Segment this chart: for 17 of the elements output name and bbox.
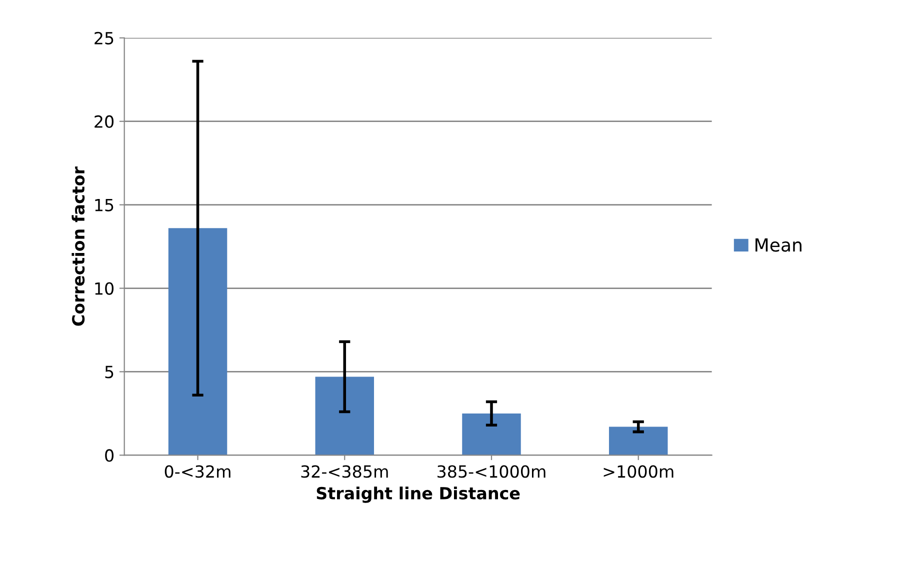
x-axis-title: Straight line Distance	[316, 486, 520, 503]
bar	[315, 376, 374, 456]
bar	[168, 228, 228, 456]
legend-label: Mean	[756, 238, 802, 252]
bar	[462, 413, 521, 456]
y-tick-label: 10	[95, 282, 114, 295]
y-tick-label: 0	[105, 449, 114, 462]
x-tick-label: >1000m	[604, 465, 674, 478]
y-tick-label: 15	[95, 198, 114, 212]
x-tick-label: 0-<32m	[164, 465, 230, 478]
x-tick-label: 32-<385m	[301, 465, 388, 478]
y-axis-title: Correction factor	[72, 166, 85, 326]
y-tick-label: 25	[94, 32, 114, 44]
y-tick-label: 5	[105, 366, 114, 378]
y-tick-label: 20	[94, 115, 114, 128]
x-tick-label: 385-<1000m	[438, 465, 546, 478]
bar	[608, 426, 668, 456]
